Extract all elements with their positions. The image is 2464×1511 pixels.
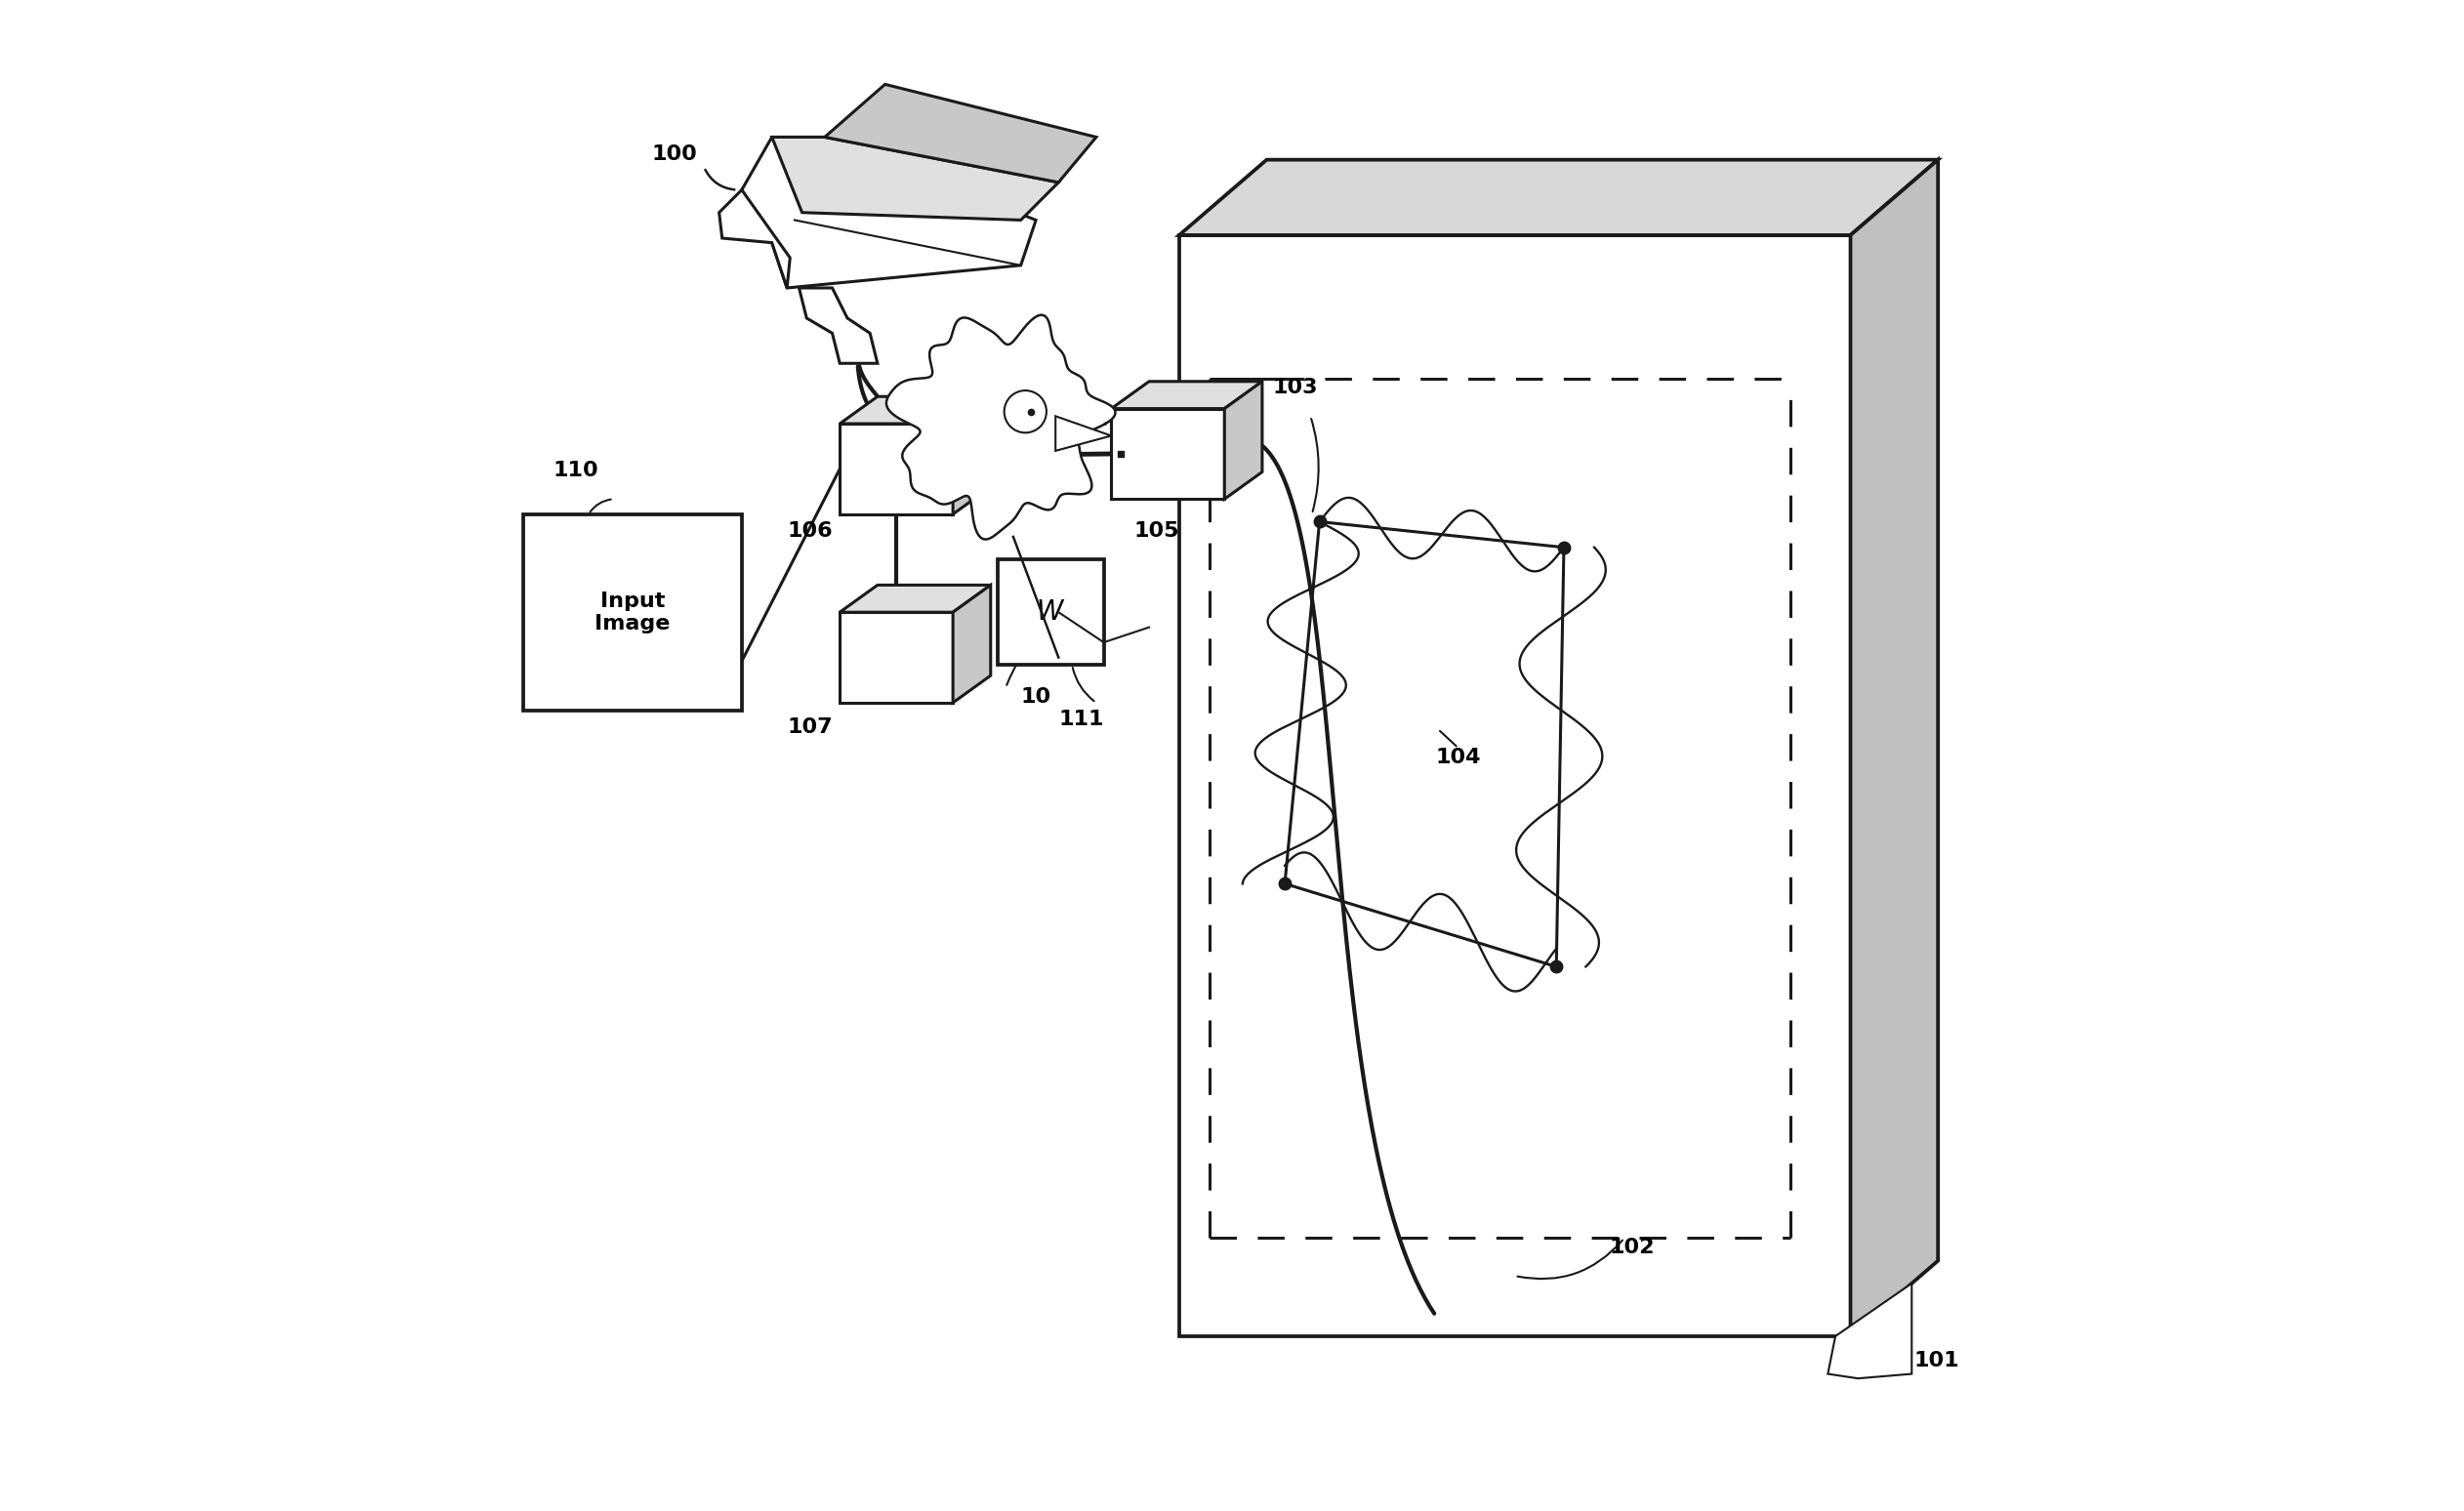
Polygon shape	[1180, 160, 1939, 236]
Polygon shape	[522, 514, 742, 710]
Text: 106: 106	[786, 521, 833, 541]
Text: 107: 107	[786, 718, 833, 737]
Circle shape	[1005, 390, 1047, 432]
Text: 101: 101	[1915, 1351, 1959, 1370]
Polygon shape	[954, 396, 991, 514]
Polygon shape	[1055, 416, 1111, 450]
Polygon shape	[1828, 1283, 1912, 1378]
Polygon shape	[1225, 381, 1262, 499]
Polygon shape	[1850, 160, 1939, 1336]
Polygon shape	[1111, 408, 1225, 499]
Polygon shape	[1111, 381, 1262, 408]
Text: Input
Image: Input Image	[594, 591, 670, 633]
Text: 103: 103	[1274, 378, 1318, 397]
Polygon shape	[998, 559, 1104, 665]
Polygon shape	[719, 190, 791, 289]
Text: 102: 102	[1609, 1238, 1653, 1257]
Text: 110: 110	[554, 461, 599, 480]
Polygon shape	[798, 289, 877, 363]
Polygon shape	[742, 138, 1035, 289]
Text: 10: 10	[1020, 688, 1052, 707]
Text: $W$: $W$	[1037, 598, 1067, 626]
Polygon shape	[954, 585, 991, 703]
Polygon shape	[840, 585, 991, 612]
Polygon shape	[840, 396, 991, 423]
Polygon shape	[825, 85, 1096, 183]
Text: 105: 105	[1133, 521, 1180, 541]
Text: 100: 100	[650, 144, 697, 163]
Polygon shape	[1180, 236, 1850, 1336]
Polygon shape	[840, 423, 954, 514]
Polygon shape	[887, 314, 1116, 539]
Polygon shape	[771, 138, 1060, 221]
Text: 111: 111	[1060, 710, 1104, 730]
Polygon shape	[840, 612, 954, 703]
Text: 104: 104	[1437, 748, 1481, 768]
